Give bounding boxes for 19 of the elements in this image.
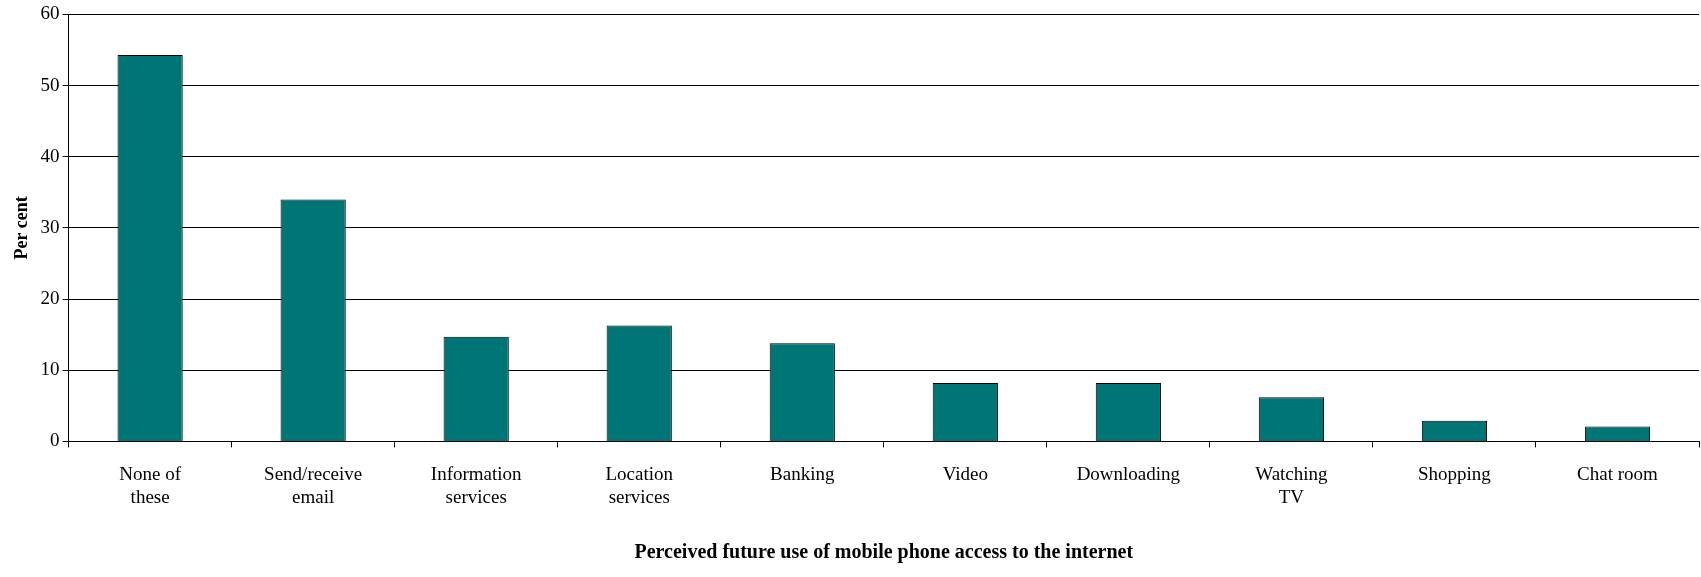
x-tick-label: Downloading xyxy=(1076,462,1181,484)
y-tick-label: 40 xyxy=(40,144,60,166)
x-tick-label: Send/receive email xyxy=(264,462,363,507)
y-tick-label: 30 xyxy=(40,215,60,237)
x-tick-label: Chat room xyxy=(1577,462,1659,484)
x-tick-label: Shopping xyxy=(1418,462,1492,484)
y-tick-label: 20 xyxy=(40,287,60,309)
x-tick-label: Banking xyxy=(770,462,835,484)
y-axis-title: Per cent xyxy=(11,196,32,260)
x-tick-label: Video xyxy=(942,462,988,484)
x-tick-label: Watching TV xyxy=(1255,462,1329,507)
y-tick-label: 0 xyxy=(50,429,60,451)
y-tick-label: 10 xyxy=(40,358,60,380)
x-tick-label: Location services xyxy=(605,462,674,507)
x-tick-label: Information services xyxy=(430,462,523,507)
x-axis-title: Perceived future use of mobile phone access to the internet xyxy=(634,540,1134,564)
x-tick-label: None of these xyxy=(119,462,182,507)
y-tick-label: 50 xyxy=(40,73,60,95)
y-tick-label: 60 xyxy=(40,2,60,24)
